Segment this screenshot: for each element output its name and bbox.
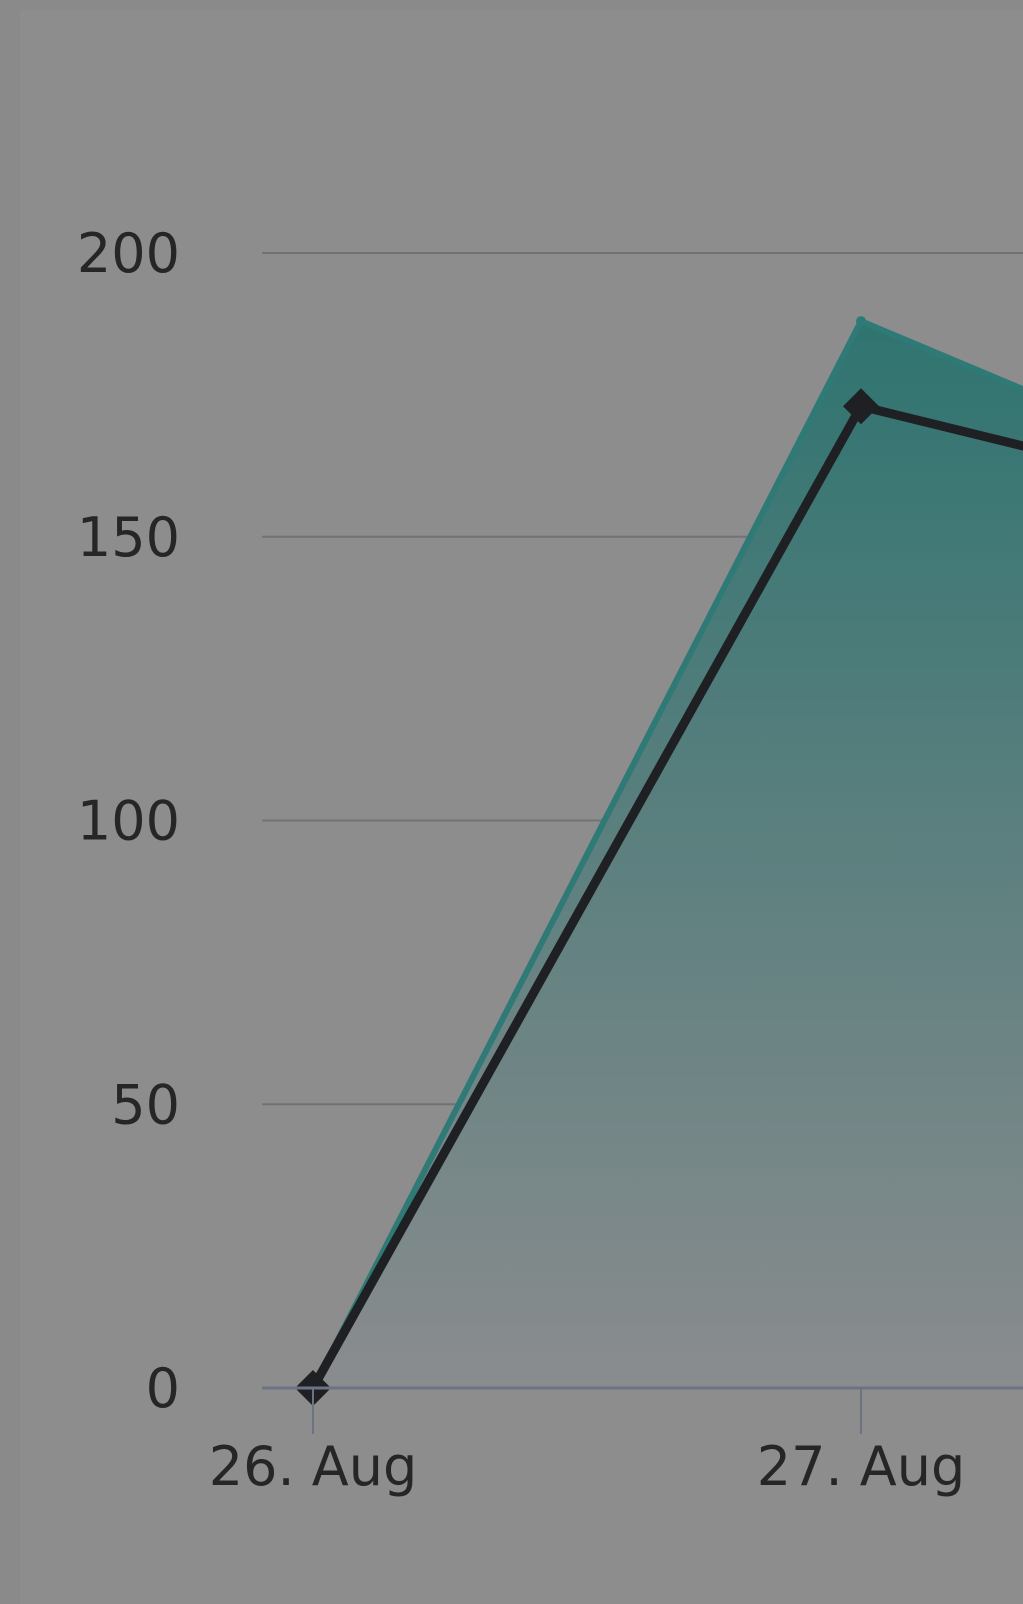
axes — [262, 1386, 1023, 1434]
y-tick-label-0: 0 — [146, 1357, 180, 1420]
area-fill — [313, 321, 1023, 1389]
y-tick-label-100: 100 — [77, 790, 180, 853]
x-tick-label-1: 27. Aug — [757, 1435, 966, 1498]
area-point-1 — [856, 316, 866, 327]
y-tick-label-50: 50 — [111, 1073, 180, 1136]
y-tick-label-200: 200 — [77, 222, 180, 285]
line-series — [295, 388, 1023, 1406]
y-tick-label-150: 150 — [77, 506, 180, 569]
area-series — [308, 316, 1023, 1393]
tick-labels: 0 50 100 150 200 26. Aug 27. Aug — [77, 222, 965, 1498]
line-marker-1 — [843, 388, 879, 425]
x-tick-label-0: 26. Aug — [209, 1435, 418, 1498]
